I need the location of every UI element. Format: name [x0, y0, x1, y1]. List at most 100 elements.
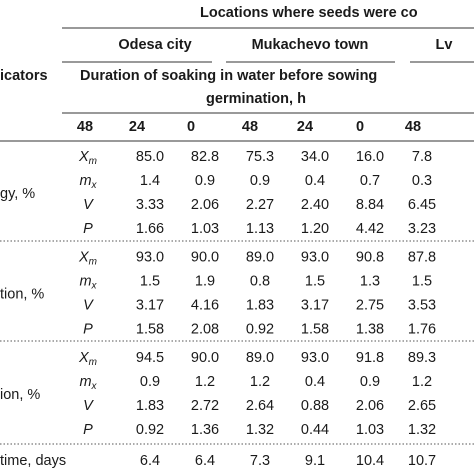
- cell-value: 6.4: [195, 453, 215, 469]
- duration-label: Duration of soaking in water before sowi…: [80, 68, 377, 84]
- statistic-symbol: V: [83, 197, 94, 213]
- cell-value: 6.4: [140, 453, 160, 469]
- cell-value: 1.13: [246, 221, 274, 237]
- cell-value: 1.2: [412, 374, 432, 390]
- cell-value: 2.65: [408, 398, 436, 414]
- statistic-symbol: mx: [79, 173, 97, 191]
- cell-value: 7.3: [250, 453, 270, 469]
- cell-value: 0.4: [305, 173, 325, 189]
- hours: 24: [129, 119, 145, 135]
- cell-value: 0.8: [250, 273, 270, 289]
- cell-value: 89.3: [408, 350, 436, 366]
- statistic-symbol: Xm: [78, 149, 97, 167]
- cell-value: 1.76: [408, 321, 436, 337]
- symbol: P: [83, 221, 93, 237]
- indicator-label: tion, %: [0, 286, 44, 302]
- cell-value: 1.20: [301, 221, 329, 237]
- cell-value: 1.58: [301, 321, 329, 337]
- symbol: m: [79, 273, 91, 289]
- cell-value: 1.66: [136, 221, 164, 237]
- cell-value: 6.45: [408, 197, 436, 213]
- hours: 0: [187, 119, 195, 135]
- cell-value: 1.03: [356, 422, 384, 438]
- cell-value: 0.44: [301, 422, 329, 438]
- city: Mukachevo town: [252, 37, 369, 53]
- cell-value: 7.8: [412, 149, 432, 165]
- table-title: Locations where seeds were co: [200, 5, 418, 21]
- hours: 48: [242, 119, 258, 135]
- cell-value: 16.0: [356, 149, 384, 165]
- cell-value: 87.8: [408, 249, 436, 265]
- cell-value: 9.1: [305, 453, 325, 469]
- symbol: X: [78, 350, 90, 366]
- duration-label: germination, h: [206, 91, 306, 107]
- cell-value: 93.0: [301, 249, 329, 265]
- indicator-label: gy, %: [0, 186, 35, 202]
- cell-value: 10.7: [408, 453, 436, 469]
- cell-value: 93.0: [301, 350, 329, 366]
- symbol-subscript: x: [91, 180, 98, 191]
- cell-value: 0.88: [301, 398, 329, 414]
- cell-value: 1.38: [356, 321, 384, 337]
- symbol: V: [83, 398, 94, 414]
- cell-value: 2.72: [191, 398, 219, 414]
- statistic-symbol: Xm: [78, 249, 97, 267]
- symbol-subscript: m: [89, 256, 97, 267]
- cell-value: 93.0: [136, 249, 164, 265]
- cell-value: 85.0: [136, 149, 164, 165]
- cell-value: 2.08: [191, 321, 219, 337]
- hours: 0: [356, 119, 364, 135]
- cell-value: 0.9: [360, 374, 380, 390]
- symbol-subscript: m: [89, 156, 97, 167]
- cell-value: 2.40: [301, 197, 329, 213]
- symbol: P: [83, 321, 93, 337]
- cell-value: 90.0: [191, 249, 219, 265]
- symbol: m: [79, 374, 91, 390]
- cell-value: 2.27: [246, 197, 274, 213]
- cell-value: 89.0: [246, 350, 274, 366]
- cell-value: 1.36: [191, 422, 219, 438]
- cell-value: 94.5: [136, 350, 164, 366]
- cell-value: 1.2: [195, 374, 215, 390]
- statistic-symbol: mx: [79, 273, 97, 291]
- cell-value: 0.92: [246, 321, 274, 337]
- symbol-subscript: x: [91, 381, 98, 392]
- stub-label: icators: [0, 68, 48, 84]
- statistic-symbol: Xm: [78, 350, 97, 368]
- cell-value: 2.06: [356, 398, 384, 414]
- symbol: P: [83, 422, 93, 438]
- cell-value: 1.3: [360, 273, 380, 289]
- cell-value: 1.2: [250, 374, 270, 390]
- statistic-symbol: P: [83, 221, 93, 237]
- cell-value: 0.92: [136, 422, 164, 438]
- statistic-symbol: P: [83, 422, 93, 438]
- cell-value: 2.06: [191, 197, 219, 213]
- statistic-symbol: P: [83, 321, 93, 337]
- cell-value: 1.5: [412, 273, 432, 289]
- cell-value: 1.83: [246, 297, 274, 313]
- symbol: X: [78, 149, 90, 165]
- cell-value: 0.4: [305, 374, 325, 390]
- symbol: X: [78, 249, 90, 265]
- city: Lv: [436, 37, 453, 53]
- cell-value: 3.23: [408, 221, 436, 237]
- cell-value: 10.4: [356, 453, 384, 469]
- cell-value: 0.3: [412, 173, 432, 189]
- symbol: V: [83, 197, 94, 213]
- cell-value: 8.84: [356, 197, 384, 213]
- cell-value: 4.16: [191, 297, 219, 313]
- symbol: V: [83, 297, 94, 313]
- statistic-symbol: V: [83, 398, 94, 414]
- cell-value: 0.9: [195, 173, 215, 189]
- cell-value: 2.75: [356, 297, 384, 313]
- cell-value: 1.83: [136, 398, 164, 414]
- cell-value: 3.17: [136, 297, 164, 313]
- cell-value: 90.0: [191, 350, 219, 366]
- cell-value: 4.42: [356, 221, 384, 237]
- hours: 48: [77, 119, 93, 135]
- indicator-label: time, days: [0, 453, 66, 469]
- cell-value: 1.4: [140, 173, 160, 189]
- cell-value: 0.7: [360, 173, 380, 189]
